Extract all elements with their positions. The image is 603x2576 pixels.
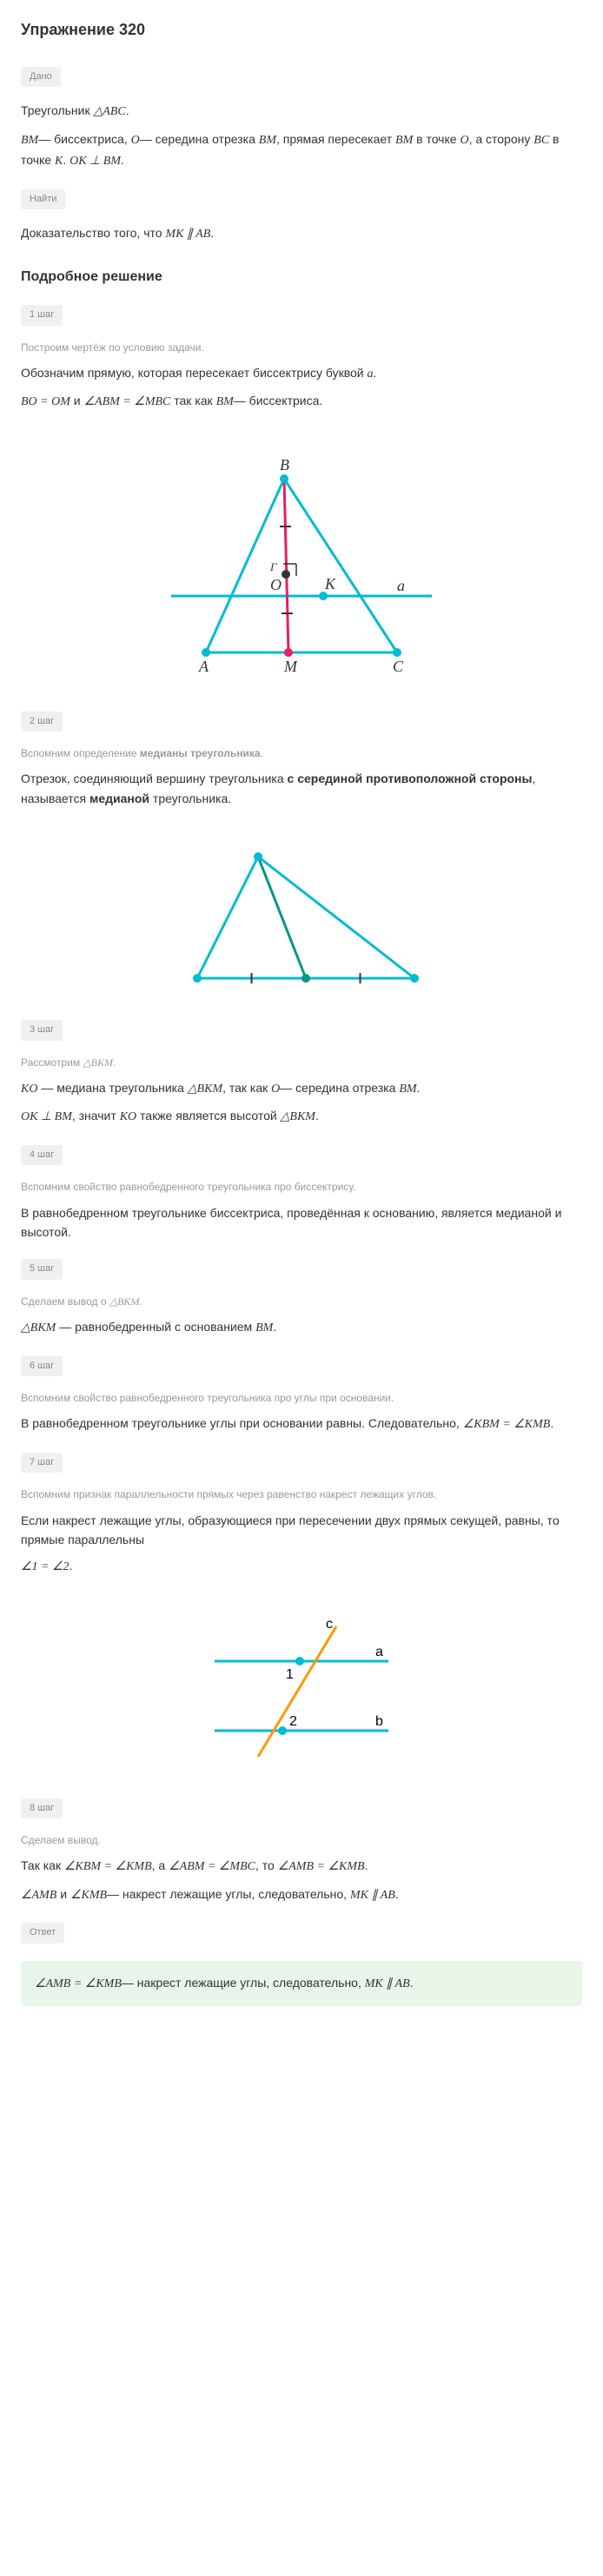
step-line: ∠1 = ∠2. <box>21 1556 582 1577</box>
svg-text:K: K <box>324 575 336 593</box>
step-intro: Сделаем вывод. <box>21 1832 582 1849</box>
step-tag: 4 шаг <box>21 1145 63 1166</box>
solution-title: Подробное решение <box>21 266 582 288</box>
step-line: KO — медиана треугольника △BKM, так как … <box>21 1078 582 1099</box>
given-tag: Дано <box>21 67 61 88</box>
text: . <box>210 226 214 240</box>
math: △ABC <box>94 105 126 118</box>
svg-text:O: O <box>270 576 282 593</box>
step-tag: 7 шаг <box>21 1453 63 1473</box>
step-line: Если накрест лежащие углы, образующиеся … <box>21 1511 582 1550</box>
text: Доказательство того, что <box>21 226 165 240</box>
step-intro: Вспомним свойство равнобедренного треуго… <box>21 1390 582 1407</box>
math: BM <box>21 134 38 147</box>
step-intro: Вспомним свойство равнобедренного треуго… <box>21 1179 582 1195</box>
step-line: △BKM — равнобедренный с основанием BM. <box>21 1317 582 1338</box>
svg-text:M: M <box>283 658 298 675</box>
step-line: Отрезок, соединяющий вершину треугольник… <box>21 769 582 808</box>
svg-text:C: C <box>393 658 404 675</box>
svg-text:B: B <box>280 456 289 473</box>
step-intro: Сделаем вывод о △BKM. <box>21 1294 582 1310</box>
given-line-2: BM— биссектриса, O— середина отрезка BM,… <box>21 129 582 172</box>
answer-box: ∠AMB = ∠KMB— накрест лежащие углы, следо… <box>21 1961 582 2006</box>
diagram-triangle-abc: A B C M O Ka Γ <box>154 427 449 687</box>
svg-text:c: c <box>326 1617 333 1632</box>
step-line: В равнобедренном треугольнике биссектрис… <box>21 1203 582 1242</box>
svg-text:1: 1 <box>286 1667 294 1682</box>
step-tag: 6 шаг <box>21 1356 63 1377</box>
text: . <box>126 103 129 117</box>
step-intro: Вспомним определение медианы треугольник… <box>21 745 582 762</box>
step-intro: Рассмотрим △BKM. <box>21 1055 582 1071</box>
diagram-parallel-lines: c a b 1 2 <box>189 1592 414 1774</box>
step-tag: 2 шаг <box>21 712 63 732</box>
step-line: В равнобедренном треугольнике углы при о… <box>21 1414 582 1434</box>
svg-text:A: A <box>198 658 209 675</box>
given-line-1: Треугольник △ABC. <box>21 101 582 122</box>
svg-text:a: a <box>397 577 405 594</box>
exercise-title: Упражнение 320 <box>21 17 582 43</box>
step-tag: 1 шаг <box>21 305 63 326</box>
step-tag: 8 шаг <box>21 1798 63 1819</box>
svg-text:b: b <box>375 1714 383 1729</box>
text: Треугольник <box>21 103 94 117</box>
svg-text:Γ: Γ <box>269 560 277 573</box>
step-line: Так как ∠KBM = ∠KMB, а ∠ABM = ∠MBC, то ∠… <box>21 1856 582 1877</box>
step-tag: 3 шаг <box>21 1020 63 1041</box>
step-line: ∠AMB и ∠KMB— накрест лежащие углы, следо… <box>21 1884 582 1905</box>
step-line: BO = OM и ∠ABM = ∠MBC так как BM— биссек… <box>21 391 582 412</box>
answer-tag: Ответ <box>21 1923 64 1944</box>
step-intro: Построим чертёж по условию задачи. <box>21 340 582 356</box>
svg-text:2: 2 <box>289 1714 297 1729</box>
step-line: OK ⊥ BM, значит KO также является высото… <box>21 1106 582 1127</box>
diagram-median <box>154 822 449 996</box>
step-tag: 5 шаг <box>21 1259 63 1280</box>
math: MK ∥ AB <box>165 228 210 241</box>
find-tag: Найти <box>21 189 65 210</box>
svg-text:a: a <box>375 1645 383 1659</box>
step-line: Обозначим прямую, которая пересекает бис… <box>21 363 582 384</box>
step-intro: Вспомним признак параллельности прямых ч… <box>21 1487 582 1503</box>
find-line: Доказательство того, что MK ∥ AB. <box>21 223 582 244</box>
